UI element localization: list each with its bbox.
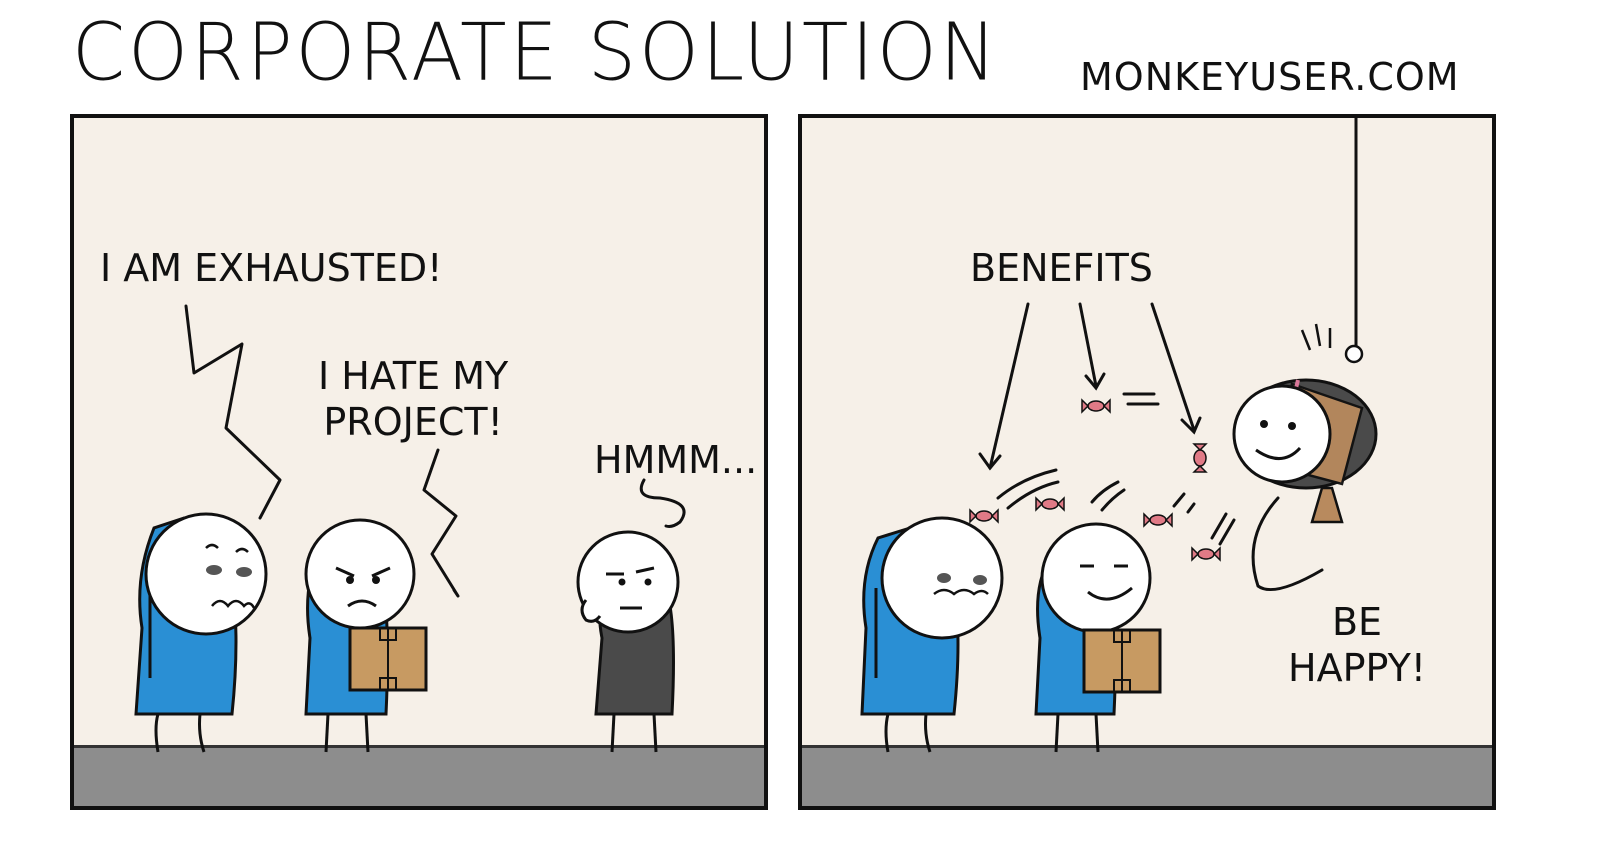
manager xyxy=(576,530,680,753)
candy-icon xyxy=(1192,443,1208,473)
panel-2-illustration xyxy=(860,118,1378,753)
label-benefits: BENEFITS xyxy=(970,246,1153,290)
candy-icon xyxy=(1143,512,1173,528)
speech-be-happy: BE HAPPY! xyxy=(1288,600,1427,690)
frustrated-employee xyxy=(304,518,428,753)
comic-title: CORPORATE SOLUTION xyxy=(72,4,1000,99)
speech-exhausted: I AM EXHAUSTED! xyxy=(100,246,443,290)
candy-icon xyxy=(969,508,999,524)
cardboard-box-icon xyxy=(348,626,428,692)
panel-1-illustration xyxy=(134,304,686,753)
floor xyxy=(74,745,764,806)
comic-panel-2: BENEFITS BE HAPPY! xyxy=(798,114,1496,810)
speech-hmmm: HMMM... xyxy=(594,438,758,482)
floor xyxy=(802,745,1492,806)
candy-icon xyxy=(1191,546,1221,562)
candy-icon xyxy=(1035,496,1065,512)
exhausted-employee xyxy=(134,512,268,753)
speech-hate-project: I HATE MY PROJECT! xyxy=(318,354,509,444)
exhausted-employee xyxy=(860,516,1004,753)
cardboard-box-icon xyxy=(1082,628,1162,694)
happy-employee xyxy=(1034,522,1162,753)
site-credit: MONKEYUSER.COM xyxy=(1080,55,1460,99)
pinata-manager-icon xyxy=(1232,323,1378,524)
comic-panel-1: I AM EXHAUSTED! I HATE MY PROJECT! HMMM.… xyxy=(70,114,768,810)
candy-icon xyxy=(1081,398,1111,414)
